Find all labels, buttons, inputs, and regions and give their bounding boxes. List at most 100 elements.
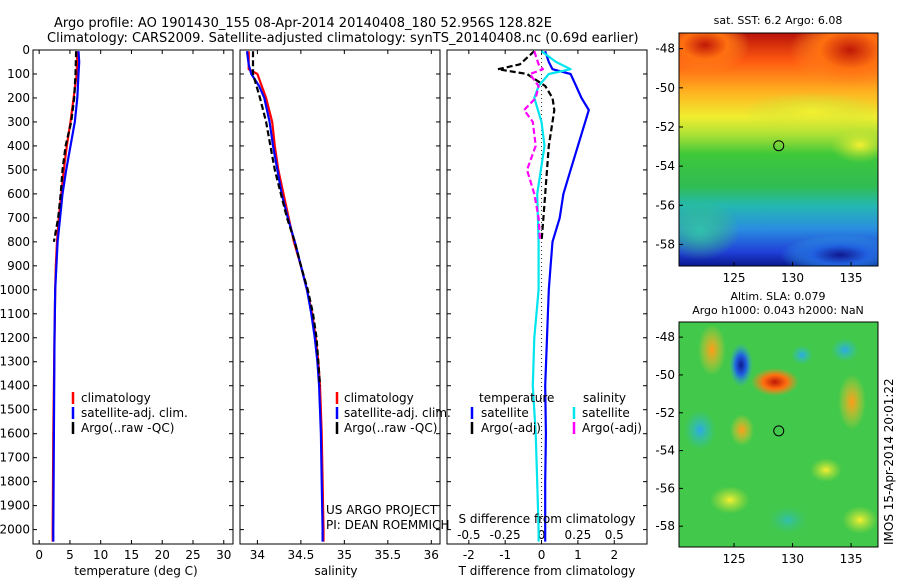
difference-series-argo-adj (496, 50, 556, 242)
legend-label-climatology: climatology (81, 391, 151, 405)
salinity-x-tick-label: 34.5 (288, 548, 315, 562)
s-difference-tick-label: -0.25 (490, 528, 521, 542)
temperature-x-tick-label: 10 (93, 548, 108, 562)
difference-legend: temperature salinity satellite Argo(-adj… (470, 391, 642, 435)
depth-tick-label: 500 (7, 163, 30, 177)
depth-tick-label: 0 (22, 43, 30, 57)
depth-tick-label: 2000 (0, 523, 30, 537)
sst-map-lat-tick-label: -58 (655, 237, 675, 251)
difference-series-satellite-salinity (531, 50, 572, 542)
legend-label-satellite: satellite-adj. clim. (81, 406, 188, 420)
temperature-series-argo-raw-qc (52, 51, 78, 242)
sla-map-lat-tick-label: -52 (655, 406, 675, 420)
depth-tick-label: 1800 (0, 475, 30, 489)
axes-layer: 0100200300400500600700800900100011001200… (0, 43, 647, 562)
sla-map-lat-tick-label: -50 (655, 368, 675, 382)
sst-map-lat-tick-label: -50 (655, 81, 675, 95)
sla-negative-anomaly (791, 345, 813, 365)
processing-timestamp: IMOS 15-Apr-2014 20:01:22 (882, 378, 896, 545)
difference-x-tick-label: 0 (538, 548, 546, 562)
temperature-x-tick-label: 30 (216, 548, 231, 562)
salinity-x-tick-label: 35 (337, 548, 352, 562)
sla-map-lon-tick-label: 130 (781, 552, 804, 566)
header-line-2: Climatology: CARS2009. Satellite-adjuste… (47, 31, 639, 46)
sla-map-lat-tick-label: -58 (655, 519, 675, 533)
temperature-x-tick-label: 20 (155, 548, 170, 562)
depth-tick-label: 900 (7, 259, 30, 273)
depth-tick-label: 1100 (0, 307, 30, 321)
sst-map-lat-tick-label: -56 (655, 198, 675, 212)
sla-positive-anomaly (710, 486, 750, 514)
sst-cold-patch (780, 235, 878, 266)
difference-x-axis-label: T difference from climatology (458, 564, 636, 578)
depth-tick-label: 600 (7, 187, 30, 201)
sla-map-frame (678, 321, 879, 548)
difference-x-tick-label: 2 (610, 548, 618, 562)
legend-header-salinity: salinity (583, 391, 626, 405)
depth-tick-label: 800 (7, 235, 30, 249)
salinity-x-tick-label: 36 (424, 548, 439, 562)
sla-positive-anomaly (838, 374, 866, 430)
s-difference-axis-label: S difference from climatology (459, 512, 636, 526)
legend-label-t-argo: Argo(-adj) (481, 421, 541, 435)
sst-cool-patch (679, 200, 740, 260)
sla-map-title: Altim. SLA: 0.079 (730, 290, 825, 303)
salinity-x-tick-label: 34 (250, 548, 265, 562)
map-axes-layer: 125 130 135 -48 -50 -52 -54 -56 -58 125 130 135 -48 -… (655, 42, 862, 566)
difference-series-satellite (544, 50, 590, 542)
depth-tick-label: 1600 (0, 427, 30, 441)
difference-panel-frame (446, 49, 648, 545)
difference-series-argo-adj-salinity (522, 50, 545, 242)
sst-map-title: sat. SST: 6.2 Argo: 6.08 (714, 14, 843, 27)
s-difference-tick-label: 0.5 (605, 528, 624, 542)
sst-warm-patch (679, 33, 750, 73)
sst-map-lat-tick-label: -54 (655, 159, 675, 173)
legend-label-s-argo: Argo(-adj) (582, 421, 642, 435)
sst-map (679, 33, 878, 266)
legend-label-climatology: climatology (344, 391, 414, 405)
difference-x-tick-label: -2 (463, 548, 475, 562)
depth-tick-label: 1000 (0, 283, 30, 297)
difference-x-tick-label: 1 (574, 548, 582, 562)
depth-tick-label: 100 (7, 67, 30, 81)
sla-positive-anomaly (751, 368, 799, 396)
sst-warm-patch (790, 33, 878, 88)
sla-positive-anomaly (810, 458, 842, 482)
sla-map-lat-tick-label: -48 (655, 330, 675, 344)
sst-yellow-tongue (742, 92, 878, 132)
sla-negative-anomaly (831, 338, 859, 362)
sla-map-lon-tick-label: 135 (840, 552, 863, 566)
sla-positive-anomaly (730, 414, 754, 446)
sst-map-lon-tick-label: 135 (840, 271, 863, 285)
temperature-x-axis-label: temperature (deg C) (74, 564, 197, 578)
pi-credit: PI: DEAN ROEMMICH (326, 518, 449, 532)
sst-map-lon-tick-label: 125 (723, 271, 746, 285)
legend-header-temperature: temperature (479, 391, 554, 405)
depth-tick-label: 200 (7, 91, 30, 105)
depth-tick-label: 1500 (0, 403, 30, 417)
depth-tick-label: 1900 (0, 499, 30, 513)
legend-label-satellite: satellite-adj. clim. (344, 406, 451, 420)
sst-map-lat-tick-label: -52 (655, 120, 675, 134)
legend-label-argo: Argo(..raw -QC) (81, 421, 174, 435)
sst-yellow-tongue (830, 127, 878, 163)
salinity-legend: climatology satellite-adj. clim. Argo(..… (335, 391, 451, 435)
sla-negative-anomaly (729, 343, 753, 387)
temperature-x-tick-label: 25 (185, 548, 200, 562)
depth-tick-label: 1700 (0, 451, 30, 465)
temperature-series-satellite-adj-clim (52, 51, 81, 542)
temperature-x-tick-label: 0 (35, 548, 43, 562)
legend-label-s-satellite: satellite (582, 406, 630, 420)
depth-tick-label: 1400 (0, 379, 30, 393)
temperature-x-tick-label: 5 (66, 548, 74, 562)
sla-map (679, 322, 878, 547)
sst-map-lon-tick-label: 130 (781, 271, 804, 285)
sla-map-subtitle: Argo h1000: 0.043 h2000: NaN (692, 304, 864, 317)
sla-positive-anomaly (842, 506, 878, 534)
salinity-series-argo-raw-qc (251, 51, 322, 386)
sla-map-lon-tick-label: 125 (723, 552, 746, 566)
sla-negative-anomaly (684, 410, 716, 450)
depth-tick-label: 1300 (0, 355, 30, 369)
temperature-legend: climatology satellite-adj. clim. Argo(..… (71, 391, 188, 435)
